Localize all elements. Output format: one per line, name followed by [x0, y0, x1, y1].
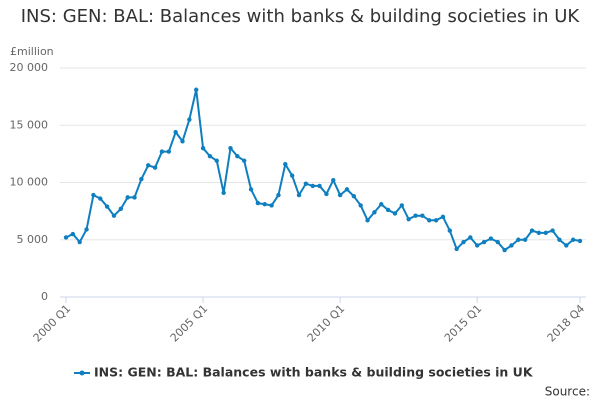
point: [262, 202, 267, 207]
y-tick-label: 5 000: [17, 233, 49, 246]
x-tick-label: 2010 Q1: [305, 302, 348, 345]
point: [468, 235, 473, 240]
point: [194, 87, 199, 92]
point: [104, 204, 110, 209]
point: [331, 178, 336, 183]
y-tick-label: 20 000: [10, 61, 49, 74]
point: [269, 203, 274, 208]
point: [146, 163, 151, 168]
point: [200, 145, 206, 151]
point: [173, 129, 178, 135]
point: [255, 200, 261, 206]
point: [543, 230, 548, 236]
point: [488, 236, 494, 241]
point: [207, 153, 213, 159]
point: [358, 203, 363, 208]
point: [248, 187, 254, 192]
source: Source:: [545, 385, 590, 399]
x-tick-label: 2000 Q1: [31, 302, 74, 345]
point: [235, 153, 240, 159]
point: [420, 213, 425, 218]
point: [529, 228, 535, 233]
point: [132, 195, 137, 200]
point: [351, 194, 357, 199]
point: [214, 158, 219, 163]
point: [180, 139, 185, 144]
point: [399, 203, 405, 208]
point: [91, 192, 96, 198]
y-axis-label: £million: [10, 45, 54, 58]
point: [379, 202, 384, 207]
point: [406, 216, 411, 222]
point: [317, 183, 322, 189]
point: [344, 187, 350, 192]
point: [522, 237, 528, 242]
line: [65, 89, 581, 252]
point: [577, 238, 583, 244]
point: [516, 237, 521, 242]
point: [427, 218, 432, 223]
point: [337, 192, 343, 198]
point: [276, 192, 281, 198]
point: [152, 165, 158, 170]
point: [77, 239, 82, 245]
point: [557, 237, 562, 242]
point: [550, 228, 555, 233]
point: [159, 149, 165, 154]
point: [139, 176, 144, 182]
y-tick-label: 15 000: [10, 118, 49, 131]
point: [228, 145, 233, 151]
y-tick-label: 0: [41, 290, 48, 303]
point: [447, 228, 452, 233]
point: [310, 183, 315, 189]
point: [440, 214, 446, 220]
point: [372, 210, 377, 215]
point: [481, 239, 487, 245]
point: [433, 218, 439, 223]
legend-label: INS: GEN: BAL: Balances with banks & bui…: [94, 365, 534, 380]
point: [98, 196, 103, 201]
chart-title: INS: GEN: BAL: Balances with banks & bui…: [20, 6, 580, 27]
point: [564, 243, 569, 248]
point: [241, 158, 247, 163]
point: [324, 191, 329, 197]
point: [125, 195, 130, 200]
point: [70, 231, 76, 237]
x-tick-label: 2005 Q1: [168, 302, 211, 345]
x-tick-label: 2015 Q1: [442, 302, 485, 345]
point: [502, 247, 507, 253]
point: [296, 192, 302, 198]
point: [111, 213, 117, 218]
point: [63, 235, 69, 240]
point: [461, 239, 466, 245]
point: [454, 246, 459, 252]
point: [570, 237, 576, 242]
point: [536, 230, 542, 236]
point: [392, 211, 398, 216]
point: [166, 149, 171, 154]
legend-marker: [79, 370, 85, 376]
point: [221, 190, 226, 196]
point: [84, 227, 89, 232]
point: [118, 206, 124, 212]
point: [283, 161, 288, 167]
point: [365, 218, 370, 223]
point: [303, 181, 309, 186]
point: [475, 243, 480, 248]
y-tick-label: 10 000: [10, 176, 49, 189]
point: [289, 173, 295, 178]
point: [413, 213, 418, 218]
x-tick-label: 2018 Q4: [545, 302, 588, 345]
point: [385, 207, 391, 213]
point: [495, 239, 500, 245]
point: [509, 243, 514, 248]
point: [187, 117, 192, 122]
